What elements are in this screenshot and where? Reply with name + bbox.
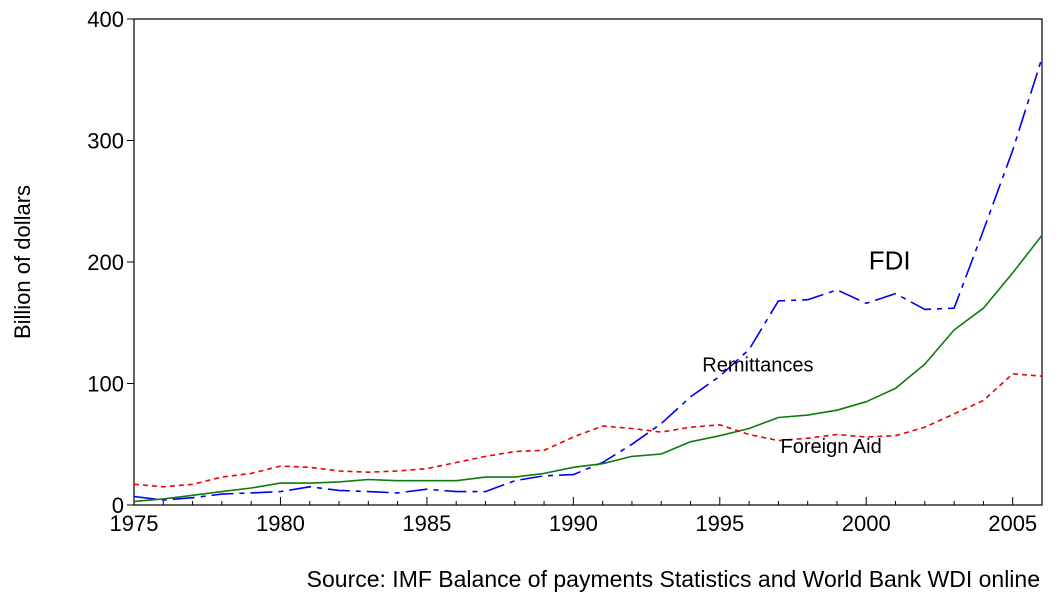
x-axis-ticks: 1975 1980 1985 1990 1995 2000 2005 [110, 497, 1043, 536]
series-lines [133, 57, 1043, 503]
annotation-foreign-aid: Foreign Aid [781, 436, 882, 458]
x-tick-label: 2000 [842, 511, 891, 536]
x-tick-label: 1985 [402, 511, 451, 536]
series-line-fdi [133, 57, 1043, 501]
series-annotations: FDI Remittances Foreign Aid [702, 245, 910, 457]
y-tick-label: 0 [112, 493, 124, 518]
y-axis-title: Billion of dollars [10, 185, 35, 339]
line-chart: 1975 1980 1985 1990 1995 2000 2005 0 100 200 300 4… [10, 7, 1043, 536]
x-tick-label: 1990 [549, 511, 598, 536]
series-line-remittances [133, 234, 1043, 503]
x-tick-label: 1995 [695, 511, 744, 536]
x-tick-label: 1980 [256, 511, 305, 536]
series-line-foreign-aid [133, 372, 1043, 488]
y-tick-label: 400 [87, 7, 124, 32]
x-tick-label: 1975 [110, 511, 159, 536]
y-axis-ticks: 0 100 200 300 400 [87, 7, 134, 518]
y-tick-label: 200 [87, 250, 124, 275]
source-note: Source: IMF Balance of payments Statisti… [306, 566, 1040, 592]
annotation-fdi: FDI [869, 245, 911, 275]
y-tick-label: 100 [87, 372, 124, 397]
x-tick-label: 2005 [988, 511, 1037, 536]
annotation-remittances: Remittances [702, 354, 813, 376]
y-tick-label: 300 [87, 129, 124, 154]
